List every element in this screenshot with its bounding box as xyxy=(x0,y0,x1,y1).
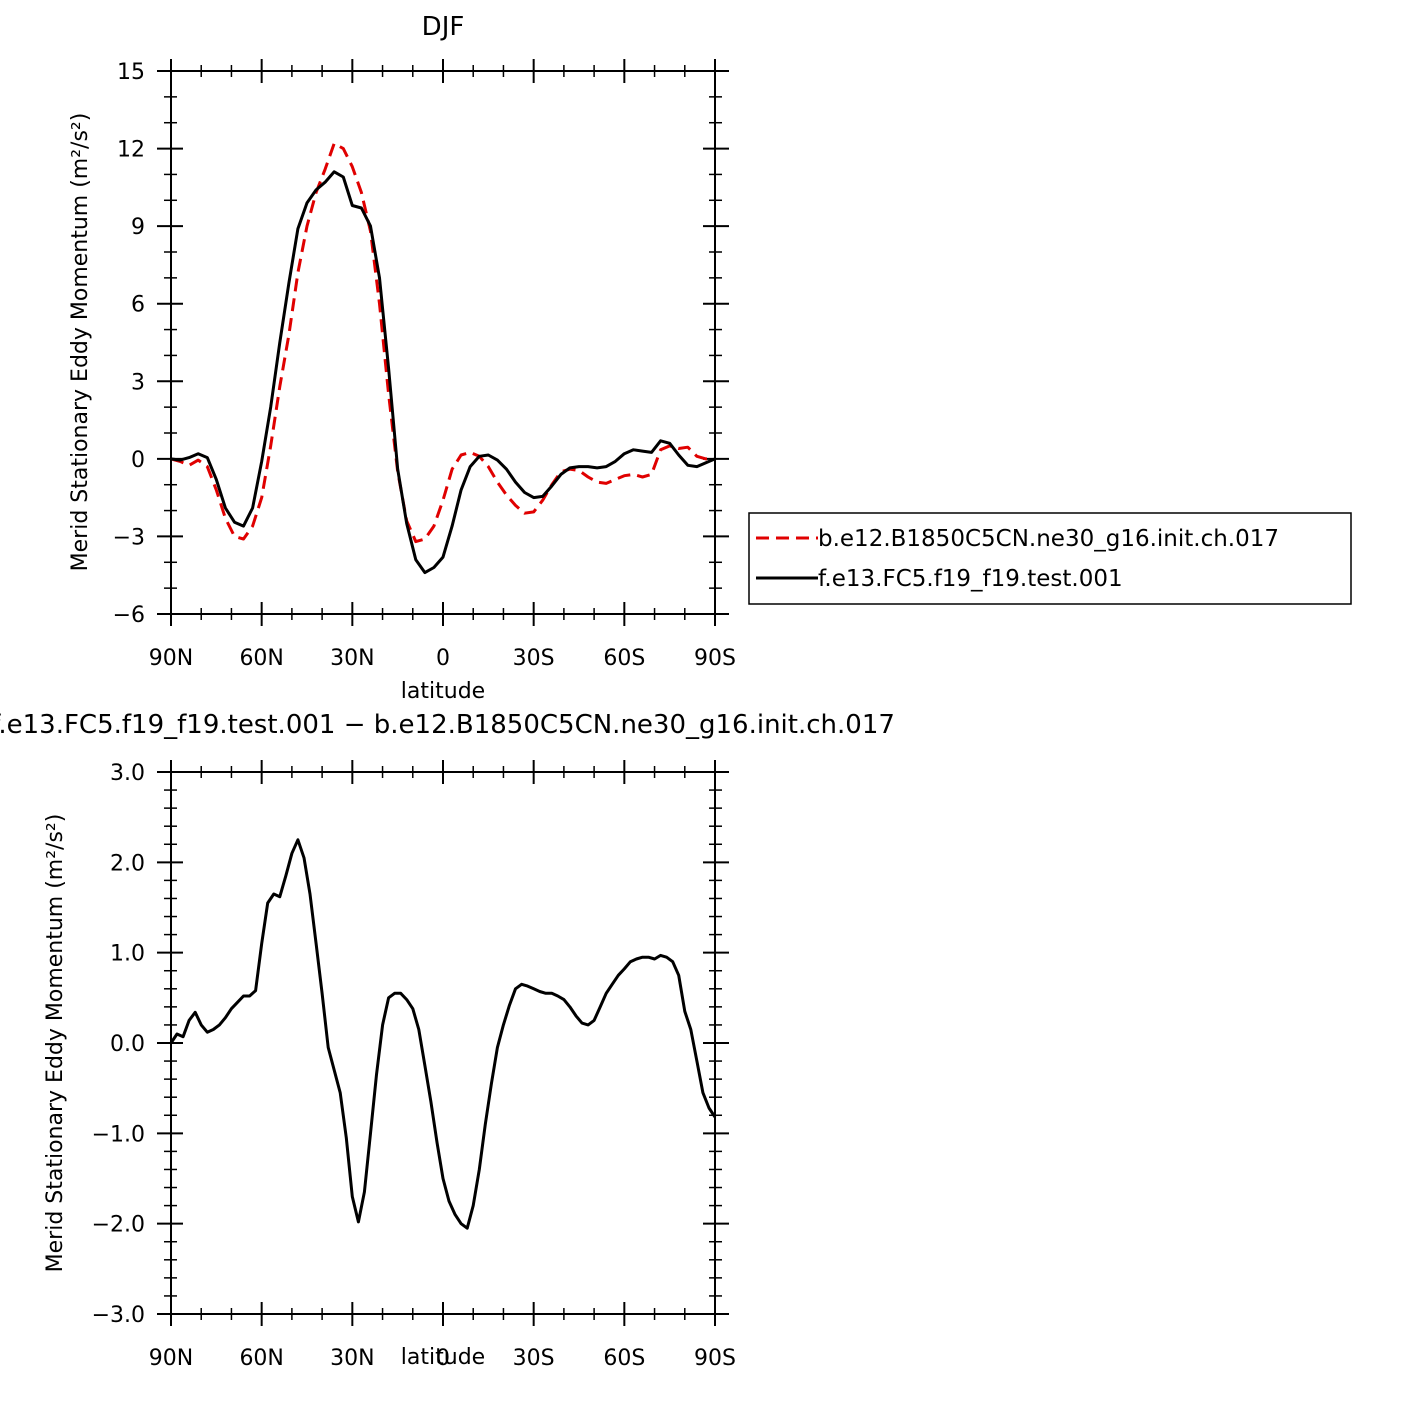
x-tick-label: 30N xyxy=(330,646,374,671)
top-panel: DJF 90N 60N 30N 0 30S 60S 90S −6 −3 0 3 6 9 12 15 lati… xyxy=(68,12,1352,704)
x-tick-label: 90S xyxy=(694,1346,736,1371)
x-tick-label: 30S xyxy=(513,646,555,671)
x-tick-label: 0 xyxy=(436,1346,450,1371)
top-plot-frame xyxy=(170,70,716,615)
bottom-plot-frame xyxy=(170,771,716,1315)
top-ticks xyxy=(157,59,729,626)
bottom-plot-title: f.e13.FC5.f19_f19.test.001 − b.e12.B1850… xyxy=(0,710,895,740)
bottom-series-lines xyxy=(169,838,717,1230)
top-x-axis-label: latitude xyxy=(401,679,485,704)
top-plot-title: DJF xyxy=(422,12,465,42)
x-tick-label: 60S xyxy=(603,1346,645,1371)
x-tick-label: 90N xyxy=(149,1346,193,1371)
x-tick-label: 60N xyxy=(239,646,283,671)
bottom-tick-labels: 90N 60N 30N 0 30S 60S 90S −3.0 −2.0 −1.0 0.0 1.0 2.0… xyxy=(92,761,736,1371)
legend-label-series-2: f.e13.FC5.f19_f19.test.001 xyxy=(818,566,1123,592)
y-tick-label: 1.0 xyxy=(110,942,145,967)
top-y-axis-label: Merid Stationary Eddy Momentum (m²/s²) xyxy=(68,113,93,572)
series-line-1 xyxy=(169,838,717,1230)
x-tick-label: 30S xyxy=(513,1346,555,1371)
y-tick-label: −3.0 xyxy=(92,1303,145,1328)
top-tick-labels: 90N 60N 30N 0 30S 60S 90S −6 −3 0 3 6 9 12 15 xyxy=(113,60,736,671)
y-tick-label: −3 xyxy=(113,525,145,550)
bottom-y-axis-label: Merid Stationary Eddy Momentum (m²/s²) xyxy=(43,814,68,1273)
x-tick-label: 30N xyxy=(330,1346,374,1371)
y-tick-label: 3 xyxy=(131,370,145,395)
x-tick-label: 90S xyxy=(694,646,736,671)
x-tick-label: 0 xyxy=(436,646,450,671)
x-tick-label: 90N xyxy=(149,646,193,671)
y-tick-label: −2.0 xyxy=(92,1213,145,1238)
series-line-1 xyxy=(170,141,715,544)
y-tick-label: 0 xyxy=(131,448,145,473)
legend-label-series-1: b.e12.B1850C5CN.ne30_g16.init.ch.017 xyxy=(818,526,1279,552)
legend-box xyxy=(748,512,1352,605)
legend: b.e12.B1850C5CN.ne30_g16.init.ch.017 f.e… xyxy=(748,512,1352,605)
top-series-lines xyxy=(170,141,716,575)
x-tick-label: 60S xyxy=(603,646,645,671)
y-tick-label: −1.0 xyxy=(92,1122,145,1147)
y-tick-label: 3.0 xyxy=(110,761,145,786)
y-tick-label: 9 xyxy=(131,215,145,240)
y-tick-label: 0.0 xyxy=(110,1032,145,1057)
y-tick-label: 15 xyxy=(117,60,145,85)
bottom-x-axis-label: latitude xyxy=(401,1345,485,1370)
series-line-2 xyxy=(170,170,716,575)
y-tick-label: 2.0 xyxy=(110,851,145,876)
bottom-ticks xyxy=(157,760,729,1326)
y-tick-label: −6 xyxy=(113,603,145,628)
y-tick-label: 6 xyxy=(131,293,145,318)
y-tick-label: 12 xyxy=(117,138,145,163)
x-tick-label: 60N xyxy=(239,1346,283,1371)
bottom-panel: f.e13.FC5.f19_f19.test.001 − b.e12.B1850… xyxy=(0,710,895,1371)
